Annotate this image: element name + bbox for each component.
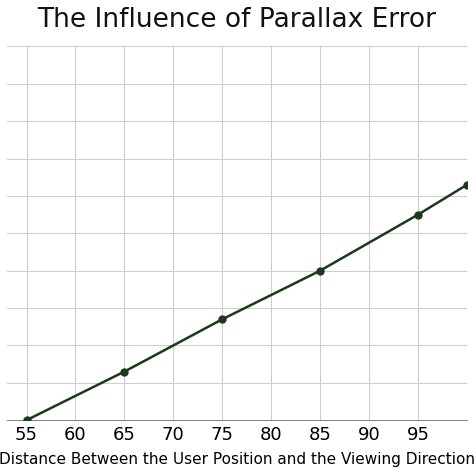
X-axis label: Distance Between the User Position and the Viewing Direction: Distance Between the User Position and t… xyxy=(0,452,474,467)
Title: The Influence of Parallax Error: The Influence of Parallax Error xyxy=(37,7,437,33)
